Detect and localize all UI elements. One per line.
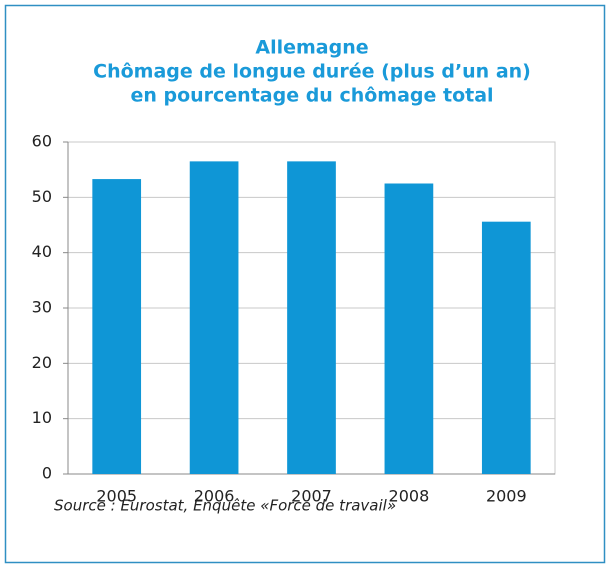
y-tick-label: 10 [32,408,52,427]
chart-title: Allemagne [255,37,368,59]
bar [384,183,434,474]
x-tick-label: 2009 [486,487,527,506]
bar [481,221,531,474]
chart-title: en pourcentage du chômage total [130,85,493,107]
x-tick-label: 2007 [291,487,332,506]
x-tick-label: 2008 [389,487,430,506]
x-tick-label: 2006 [194,487,235,506]
y-tick-label: 0 [42,464,52,483]
bar [189,161,239,474]
source-note: Source : Eurostat, Enquête «Force de tra… [54,497,396,515]
y-tick-label: 40 [32,242,52,261]
bar [287,161,336,474]
x-tick-label: 2005 [96,487,137,506]
y-tick-label: 30 [32,298,52,317]
y-tick-label: 60 [32,132,52,151]
y-tick-label: 20 [32,353,52,372]
chart-title: Chômage de longue durée (plus d’un an) [93,61,531,83]
bar [92,179,142,474]
y-tick-label: 50 [32,187,52,206]
